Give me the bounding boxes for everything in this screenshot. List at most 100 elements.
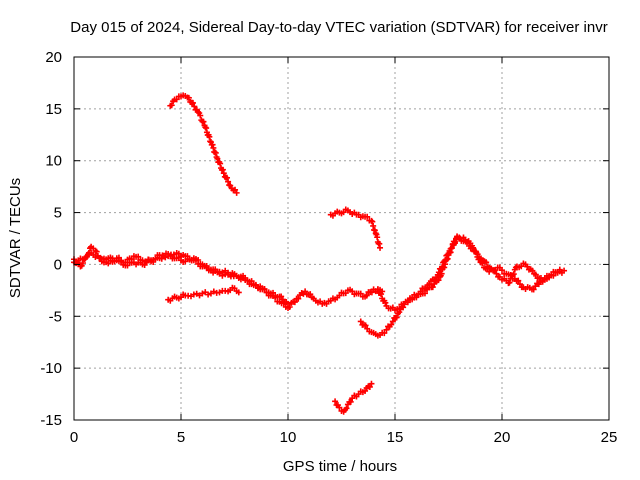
data-point-marker (357, 290, 364, 297)
x-tick-label: 0 (70, 429, 78, 446)
data-point-marker (202, 124, 209, 131)
data-point-marker (383, 326, 390, 333)
x-tick-label: 20 (494, 429, 511, 446)
data-point-marker (371, 227, 378, 234)
data-point-marker (370, 222, 377, 229)
data-point-marker (382, 299, 389, 306)
data-point-marker (192, 257, 199, 264)
data-point-marker (220, 170, 227, 177)
y-tick-label: -10 (40, 360, 62, 377)
data-point-marker (98, 256, 105, 263)
data-point-marker (389, 318, 396, 325)
data-point-marker (285, 300, 291, 307)
x-tick-label: 5 (177, 429, 185, 446)
data-point-marker (470, 244, 477, 251)
data-point-marker (388, 321, 395, 328)
data-point-marker (233, 189, 240, 196)
data-point-marker (189, 99, 196, 106)
data-point-marker (417, 288, 424, 295)
data-point-marker (435, 269, 442, 276)
data-point-marker (279, 296, 286, 303)
data-point-marker (235, 289, 242, 296)
data-point-marker (510, 271, 517, 278)
data-point-marker (295, 295, 302, 302)
data-point-marker (369, 218, 376, 225)
y-tick-label: 5 (54, 205, 62, 222)
data-point-marker (484, 265, 491, 272)
series-pass-e (327, 206, 384, 251)
data-point-marker (209, 141, 216, 148)
data-point-marker (479, 260, 486, 267)
data-point-marker (200, 118, 207, 125)
data-point-marker (286, 304, 293, 311)
data-points (71, 92, 568, 415)
data-point-marker (532, 271, 539, 278)
grid-lines (74, 57, 609, 420)
data-point-marker (421, 290, 428, 297)
data-point-marker (439, 264, 446, 271)
data-point-marker (364, 213, 371, 220)
data-point-marker (185, 94, 192, 101)
data-point-marker (336, 404, 343, 411)
data-point-marker (442, 256, 449, 263)
data-point-marker (393, 314, 400, 321)
data-point-marker (217, 160, 224, 167)
y-tick-label: -15 (40, 412, 62, 429)
data-point-marker (561, 267, 568, 274)
series-pass-d (165, 284, 242, 304)
data-point-marker (195, 108, 202, 115)
data-point-marker (499, 267, 505, 274)
data-point-marker (135, 253, 142, 260)
data-point-marker (377, 290, 384, 297)
y-tick-label: 10 (45, 153, 62, 170)
data-point-marker (368, 217, 375, 224)
data-point-marker (261, 285, 268, 292)
y-tick-label: 15 (45, 101, 62, 118)
data-point-marker (426, 281, 433, 288)
data-point-marker (363, 292, 370, 299)
data-point-marker (374, 286, 381, 293)
data-point-marker (332, 398, 339, 405)
data-point-marker (381, 330, 388, 337)
chart-title: Day 015 of 2024, Sidereal Day-to-day VTE… (70, 19, 607, 36)
data-point-marker (362, 387, 369, 394)
data-point-marker (270, 289, 277, 296)
data-point-marker (124, 262, 131, 269)
data-point-marker (483, 259, 490, 266)
series-pass-f (332, 380, 375, 415)
data-point-marker (291, 299, 298, 306)
data-point-marker (206, 133, 213, 140)
data-point-marker (472, 248, 479, 255)
data-point-marker (197, 112, 204, 119)
data-point-marker (343, 405, 350, 412)
data-point-marker (454, 233, 461, 240)
data-point-marker (457, 235, 464, 242)
data-point-marker (448, 245, 455, 252)
data-point-marker (219, 166, 226, 173)
y-tick-label: 20 (45, 49, 62, 66)
data-point-marker (225, 178, 232, 185)
data-point-marker (493, 270, 500, 277)
data-point-marker (210, 144, 217, 151)
data-point-marker (190, 291, 197, 298)
data-point-marker (396, 305, 403, 312)
data-point-marker (515, 277, 522, 284)
series-pass-a (71, 243, 386, 311)
data-point-marker (168, 102, 175, 109)
data-point-marker (404, 299, 411, 306)
data-point-marker (150, 259, 157, 266)
data-point-marker (422, 285, 429, 292)
data-point-marker (507, 272, 514, 279)
data-point-marker (476, 256, 483, 263)
data-point-marker (347, 398, 354, 405)
data-point-marker (366, 383, 373, 390)
data-point-marker (473, 249, 480, 256)
data-point-marker (368, 380, 375, 387)
x-tick-label: 25 (601, 429, 618, 446)
data-point-marker (378, 291, 385, 298)
data-point-marker (93, 248, 100, 255)
plot-frame (73, 56, 610, 421)
data-point-marker (212, 149, 219, 156)
y-tick-label: -5 (49, 308, 62, 325)
